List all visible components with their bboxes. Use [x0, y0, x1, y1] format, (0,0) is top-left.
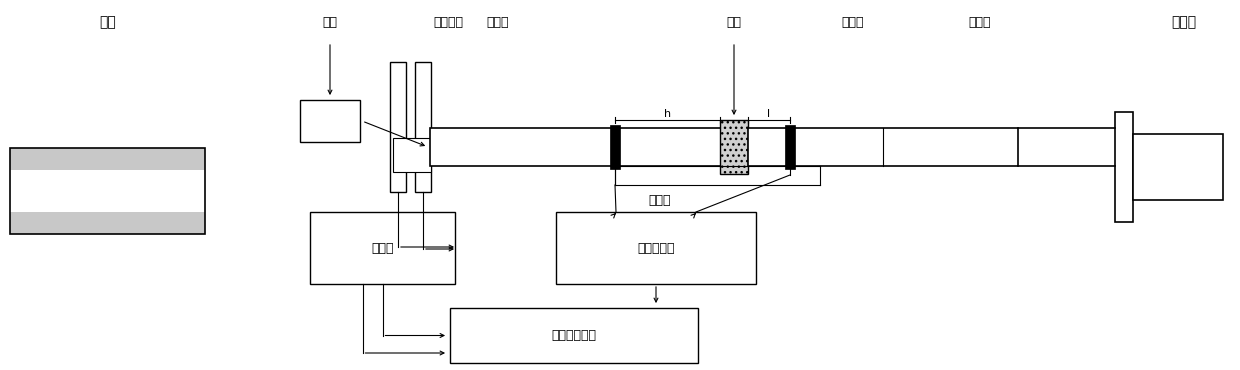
Text: 吸收杆: 吸收杆: [968, 16, 991, 28]
Bar: [1115, 112, 1133, 222]
Bar: [10, 212, 205, 234]
Text: 子弹: 子弹: [322, 16, 337, 28]
Text: 试件: 试件: [727, 16, 742, 28]
Text: 测速仪: 测速仪: [371, 242, 394, 255]
Text: 应变片: 应变片: [649, 194, 671, 206]
Text: 平行光束: 平行光束: [433, 16, 463, 28]
Bar: [610, 125, 620, 169]
Text: l: l: [768, 109, 770, 119]
Text: h: h: [663, 109, 671, 119]
Bar: [10, 148, 205, 234]
Bar: [450, 308, 698, 363]
Text: 动态应变仪: 动态应变仪: [637, 242, 675, 255]
Bar: [556, 212, 756, 284]
Text: 入射杆: 入射杆: [486, 16, 508, 28]
Bar: [391, 62, 405, 192]
Bar: [415, 62, 432, 192]
Bar: [393, 138, 432, 172]
Bar: [1133, 134, 1223, 200]
Bar: [10, 148, 205, 170]
Bar: [785, 125, 795, 169]
Bar: [300, 100, 360, 142]
Bar: [748, 128, 1018, 166]
Bar: [720, 120, 748, 174]
Text: 气枪: 气枪: [99, 15, 115, 29]
Bar: [10, 170, 205, 212]
Text: 数据采集装置: 数据采集装置: [552, 329, 596, 342]
Text: 透射杆: 透射杆: [842, 16, 864, 28]
Bar: [310, 212, 455, 284]
Text: 阻尼器: 阻尼器: [1172, 15, 1197, 29]
Bar: [430, 128, 725, 166]
